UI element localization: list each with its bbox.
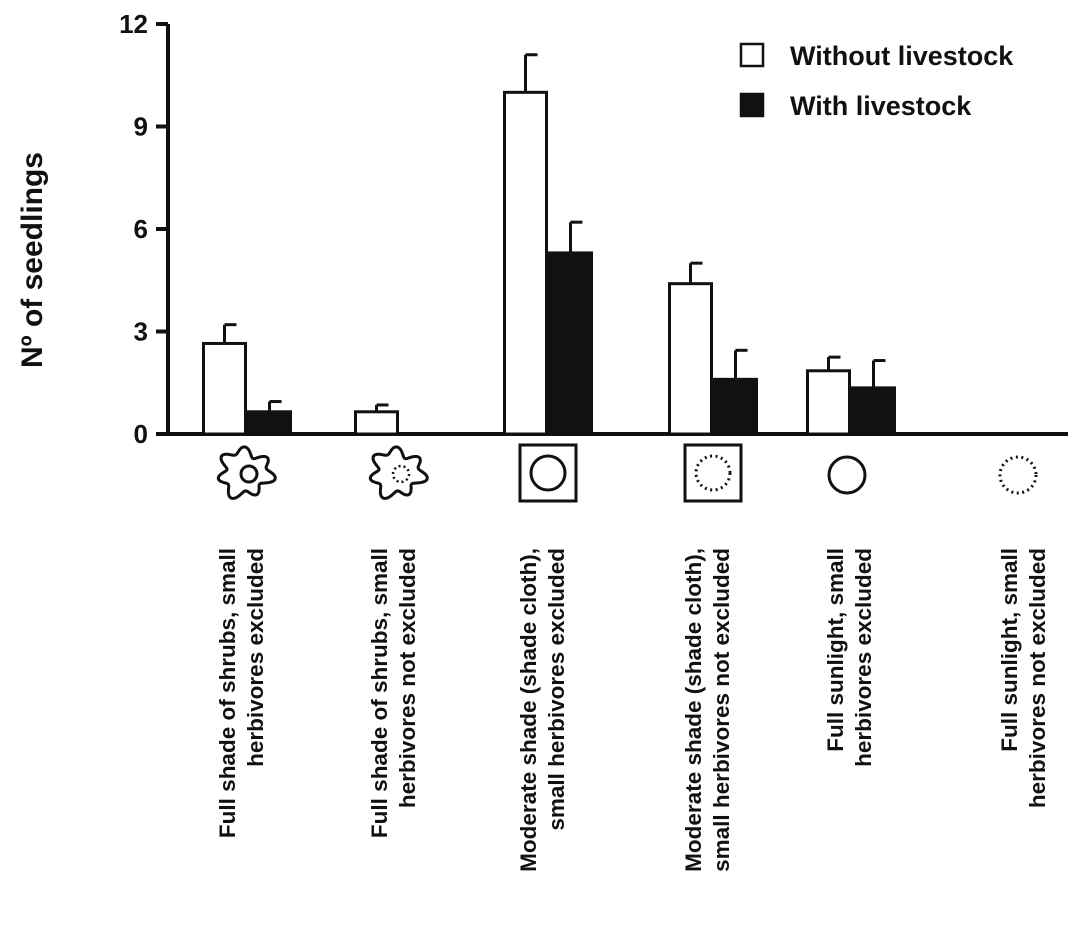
y-tick-label: 6 xyxy=(134,214,148,244)
bar-without-livestock xyxy=(806,369,851,436)
bar-with-livestock xyxy=(851,386,896,436)
category-label-line: herbivores not excluded xyxy=(395,548,420,808)
category-label-line: herbivores excluded xyxy=(851,548,876,767)
category-label: Full sunlight, small herbivores not exclu… xyxy=(997,548,1050,808)
y-axis-label: Nº of seedlings xyxy=(16,152,49,368)
category-label-line: herbivores not excluded xyxy=(1025,548,1050,808)
bar-without-livestock xyxy=(202,341,247,436)
shade-cloth-square xyxy=(683,443,743,503)
legend-label: With livestock xyxy=(790,91,972,121)
solid-circle-icon xyxy=(827,455,867,495)
category-label: Full shade of shrubs, small herbivores ex… xyxy=(215,548,268,838)
shadecloth-solid-circle-icon xyxy=(518,443,578,503)
shrub-solid-circle-icon xyxy=(216,445,277,500)
bar-without-livestock xyxy=(354,410,399,436)
axes: 0 3 6 9 12 xyxy=(119,9,1068,449)
bar-without-livestock xyxy=(668,282,713,436)
solid-circle xyxy=(529,454,567,492)
legend-swatch xyxy=(739,42,765,68)
solid-circle xyxy=(827,455,867,495)
solid-circle xyxy=(239,464,259,484)
dotted-circle xyxy=(694,454,732,492)
shrub-outline xyxy=(216,445,277,500)
bar-with-livestock xyxy=(247,410,292,436)
bars xyxy=(202,53,896,436)
category-label: Full shade of shrubs, small herbivores no… xyxy=(367,548,420,838)
category-label-line: small herbivores excluded xyxy=(544,548,569,831)
dotted-circle xyxy=(391,464,411,484)
category-label-line: Full shade of shrubs, small xyxy=(367,548,392,838)
y-tick-label: 3 xyxy=(134,317,148,347)
shade-cloth-square xyxy=(518,443,578,503)
category-icons xyxy=(216,443,1038,503)
category-label-line: herbivores excluded xyxy=(243,548,268,767)
category-label-line: Full shade of shrubs, small xyxy=(215,548,240,838)
category-label-line: small herbivores not excluded xyxy=(709,548,734,872)
category-label-line: Moderate shade (shade cloth), xyxy=(681,548,706,872)
legend-swatch xyxy=(739,92,765,118)
shadecloth-dotted-circle-icon xyxy=(683,443,743,503)
bar-with-livestock xyxy=(548,251,593,436)
shrub-dotted-circle-icon xyxy=(368,445,429,500)
category-label-line: Moderate shade (shade cloth), xyxy=(516,548,541,872)
category-label: Moderate shade (shade cloth), small herbi… xyxy=(681,548,734,872)
y-tick-label: 9 xyxy=(134,112,148,142)
y-tick-label: 0 xyxy=(134,419,148,449)
legend-label: Without livestock xyxy=(790,41,1014,71)
category-label: Full sunlight, small herbivores excluded xyxy=(823,548,876,767)
bar-with-livestock xyxy=(713,377,758,436)
dotted-circle xyxy=(998,455,1038,495)
y-tick-label: 12 xyxy=(119,9,148,39)
category-label-line: Full sunlight, small xyxy=(997,548,1022,752)
category-label: Moderate shade (shade cloth), small herbi… xyxy=(516,548,569,872)
category-label-line: Full sunlight, small xyxy=(823,548,848,752)
shrub-outline xyxy=(368,445,429,500)
legend: Without livestock With livestock xyxy=(739,41,1014,121)
bar-without-livestock xyxy=(503,90,548,436)
dotted-circle-icon xyxy=(998,455,1038,495)
category-labels: Full shade of shrubs, small herbivores ex… xyxy=(215,548,1050,872)
